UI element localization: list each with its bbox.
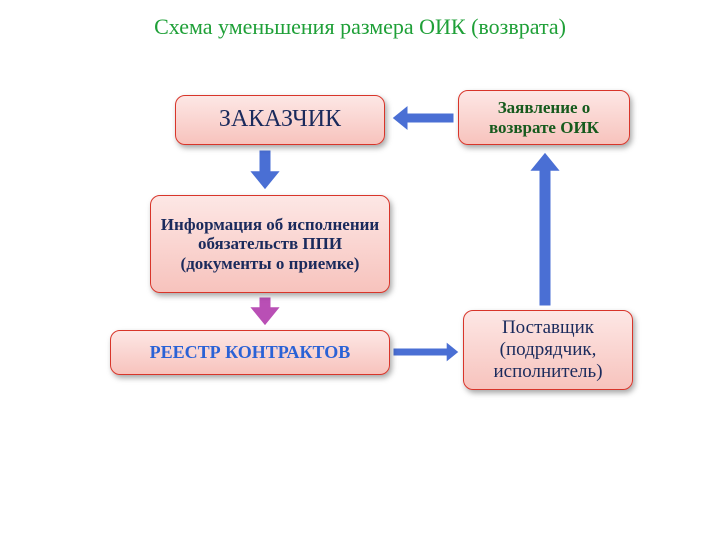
node-registry: РЕЕСТР КОНТРАКТОВ [110, 330, 390, 375]
diagram-title: Схема уменьшения размера ОИК (возврата) [0, 14, 720, 40]
node-info-label: Информация об исполнении обязательств ПП… [151, 211, 389, 278]
arrow-application-to-customer [392, 105, 454, 131]
node-supplier-label: Поставщик (подрядчик, исполнитель) [464, 313, 632, 387]
arrow-registry-to-supplier [393, 342, 459, 363]
node-customer-label: ЗАКАЗЧИК [211, 102, 349, 138]
node-supplier: Поставщик (подрядчик, исполнитель) [463, 310, 633, 390]
arrow-supplier-to-application [529, 152, 560, 306]
node-registry-label: РЕЕСТР КОНТРАКТОВ [142, 338, 359, 367]
node-application-label: Заявление о возврате ОИК [459, 94, 629, 141]
node-customer: ЗАКАЗЧИК [175, 95, 385, 145]
arrow-customer-to-info [249, 150, 280, 190]
node-info: Информация об исполнении обязательств ПП… [150, 195, 390, 293]
arrow-info-to-registry [249, 297, 280, 326]
node-application: Заявление о возврате ОИК [458, 90, 630, 145]
